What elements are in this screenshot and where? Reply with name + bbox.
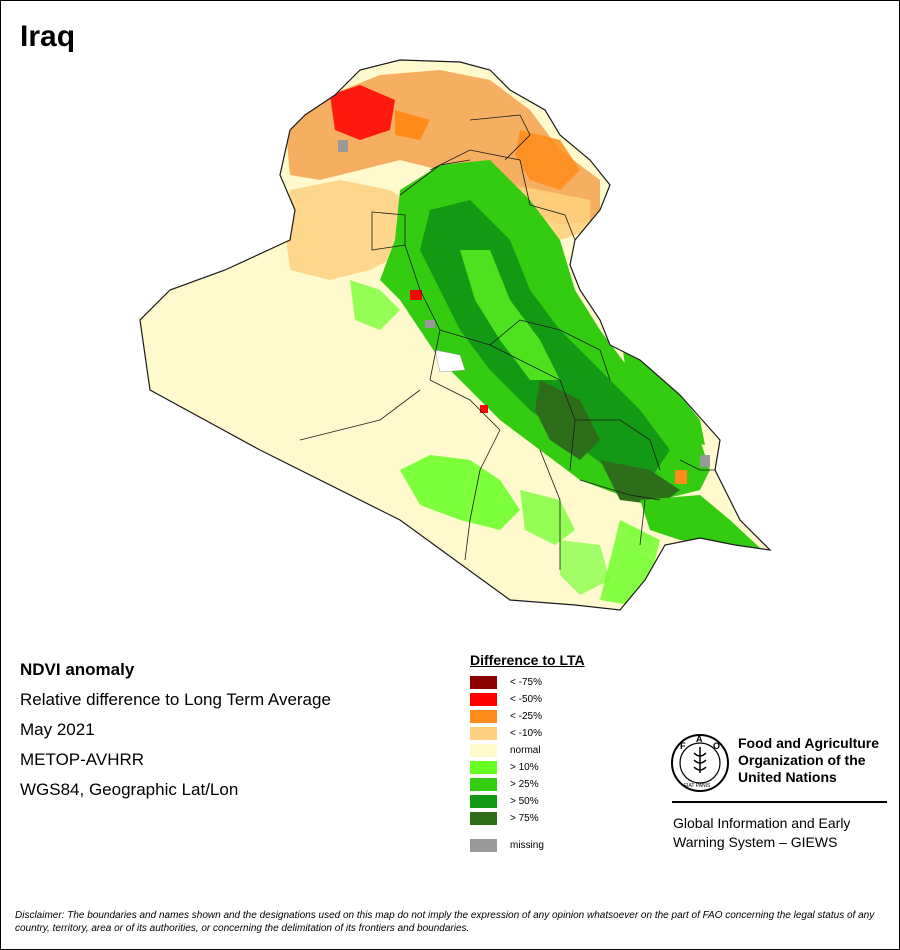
product-description: Relative difference to Long Term Average bbox=[20, 690, 331, 709]
legend-label: > 75% bbox=[510, 813, 539, 824]
legend-swatch bbox=[470, 839, 497, 852]
legend-swatch bbox=[470, 744, 497, 757]
legend-item: > 25% bbox=[470, 776, 585, 793]
legend-label: normal bbox=[510, 745, 541, 756]
divider bbox=[672, 801, 887, 803]
legend-item: < -10% bbox=[470, 725, 585, 742]
legend-label: > 25% bbox=[510, 779, 539, 790]
sensor: METOP-AVHRR bbox=[20, 750, 145, 769]
legend-swatch bbox=[470, 693, 497, 706]
period: May 2021 bbox=[20, 720, 95, 739]
legend-swatch bbox=[470, 761, 497, 774]
svg-text:A: A bbox=[696, 734, 703, 744]
legend-item: > 75% bbox=[470, 810, 585, 827]
fao-logo-icon: F A O FIAT PANIS bbox=[671, 734, 729, 792]
legend-swatch bbox=[470, 812, 497, 825]
logo-text: F bbox=[680, 741, 686, 751]
projection: WGS84, Geographic Lat/Lon bbox=[20, 780, 239, 799]
legend-swatch bbox=[470, 676, 497, 689]
giews-label: Global Information and Early Warning Sys… bbox=[673, 815, 851, 850]
legend: Difference to LTA < -75% < -50% < -25% < -1… bbox=[470, 652, 585, 854]
legend-swatch bbox=[470, 778, 497, 791]
legend-swatch bbox=[470, 795, 497, 808]
legend-label: > 50% bbox=[510, 796, 539, 807]
legend-swatch bbox=[470, 727, 497, 740]
product-name: NDVI anomaly bbox=[20, 660, 135, 679]
legend-label: > 10% bbox=[510, 762, 539, 773]
legend-label: < -75% bbox=[510, 677, 542, 688]
legend-item: > 50% bbox=[470, 793, 585, 810]
province-boundaries bbox=[299, 114, 715, 570]
legend-label: missing bbox=[510, 840, 544, 851]
logo-motto: FIAT PANIS bbox=[684, 783, 711, 789]
legend-items: < -75% < -50% < -25% < -10% normal > 10% > 25%… bbox=[470, 674, 585, 827]
legend-item: < -75% bbox=[470, 674, 585, 691]
legend-label: < -50% bbox=[510, 694, 542, 705]
legend-label: < -10% bbox=[510, 728, 542, 739]
iraq-ndvi-map bbox=[139, 59, 772, 611]
legend-item: > 10% bbox=[470, 759, 585, 776]
legend-item: < -25% bbox=[470, 708, 585, 725]
legend-title: Difference to LTA bbox=[470, 652, 585, 668]
disclaimer: Disclaimer: The boundaries and names sho… bbox=[15, 910, 875, 934]
map-title: Iraq bbox=[20, 20, 76, 53]
legend-swatch bbox=[470, 710, 497, 723]
organization-name: Food and Agriculture Organization of the… bbox=[738, 735, 880, 785]
legend-item-missing: missing bbox=[470, 837, 585, 854]
legend-item: normal bbox=[470, 742, 585, 759]
svg-text:O: O bbox=[713, 741, 720, 751]
map-info: NDVI anomaly Relative difference to Long… bbox=[20, 655, 331, 805]
legend-item: < -50% bbox=[470, 691, 585, 708]
legend-label: < -25% bbox=[510, 711, 542, 722]
